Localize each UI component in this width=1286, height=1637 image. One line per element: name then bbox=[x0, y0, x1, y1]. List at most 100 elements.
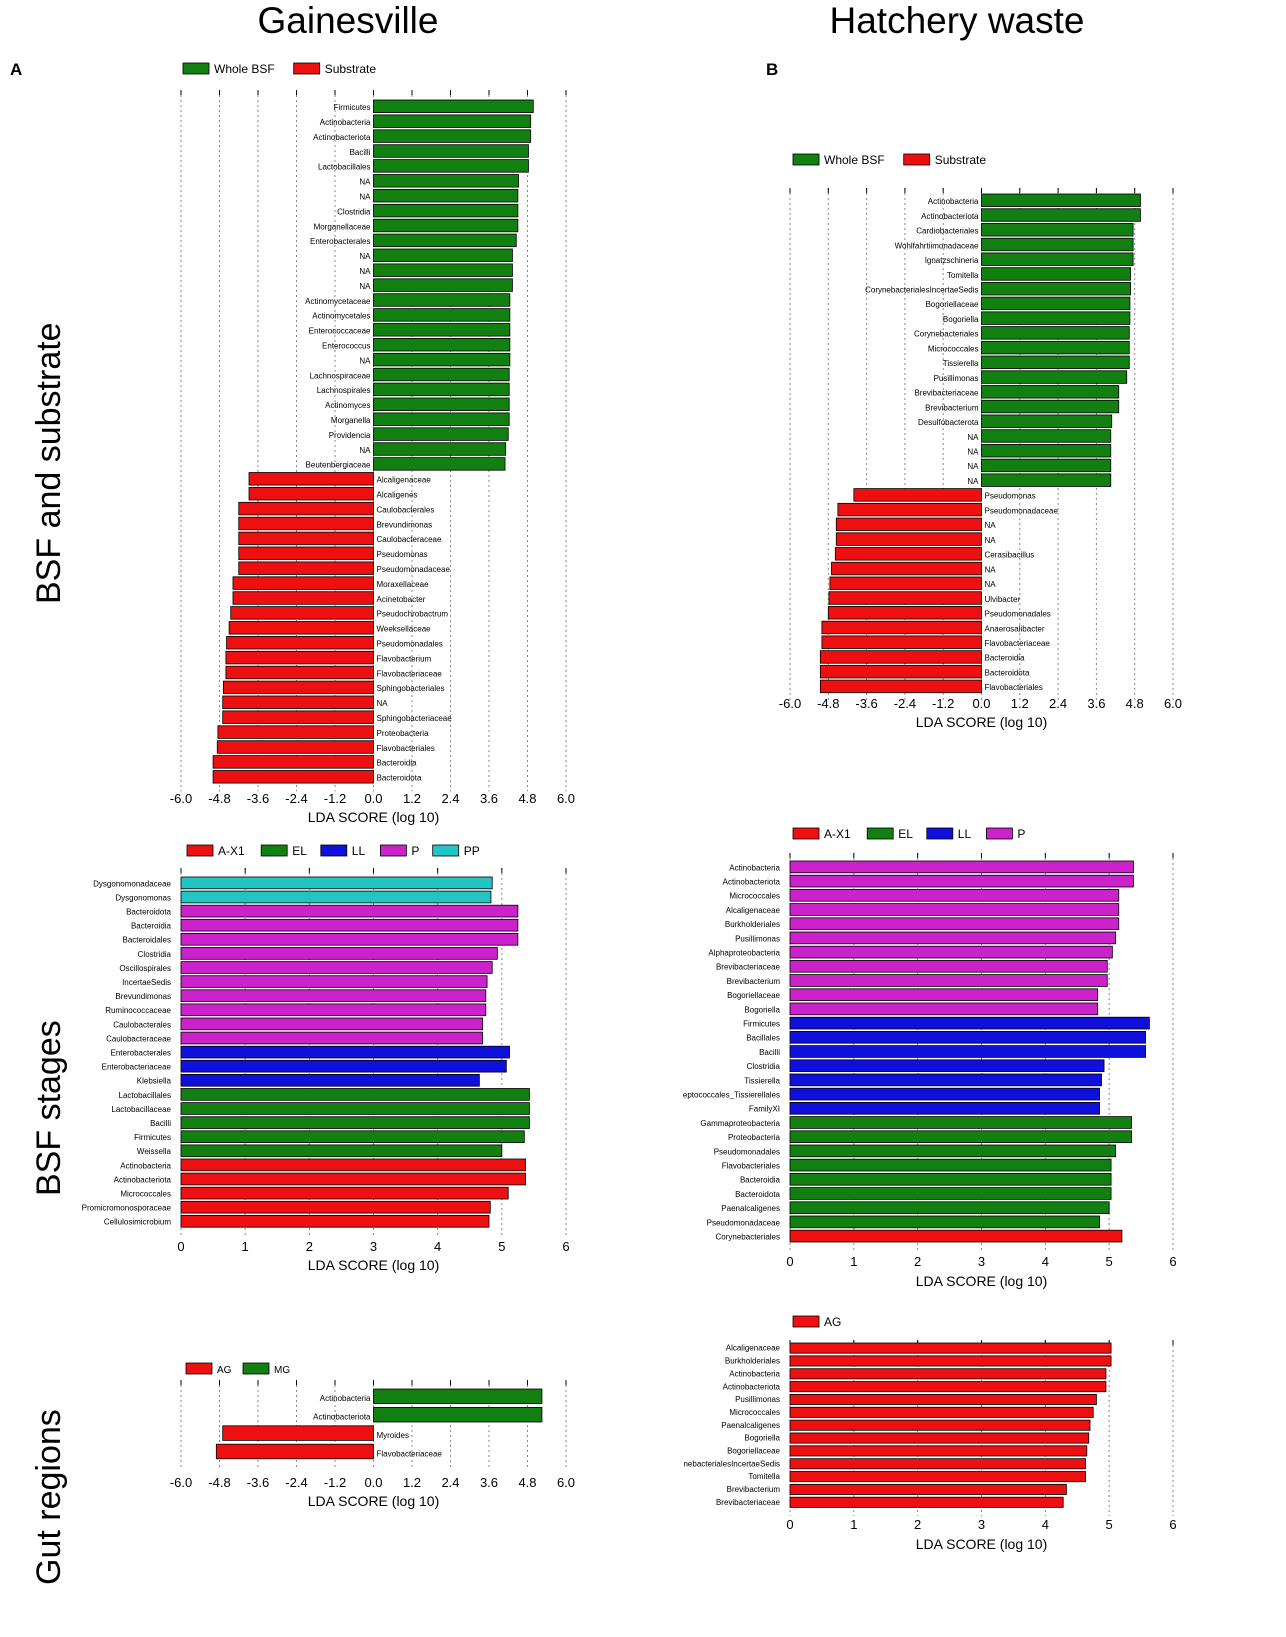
bar-label-pseudomonadaceae: Pseudomonadaceae bbox=[707, 1218, 781, 1227]
bar-actinobacteriota bbox=[180, 1172, 526, 1186]
bar-label-nebacterialesincertaesedis: nebacterialesIncertaeSedis bbox=[683, 1459, 780, 1468]
bar-label-micrococcales: Micrococcales bbox=[729, 1408, 780, 1417]
bar-label-actinobacteria: Actinobacteria bbox=[120, 1161, 171, 1170]
bar-firmicutes bbox=[789, 1016, 1150, 1030]
bar-label-dysgonomonadaceae: Dysgonomonadaceae bbox=[93, 879, 171, 888]
bar-brevundimonas bbox=[238, 516, 374, 531]
bar-morganella bbox=[373, 412, 510, 426]
bar-label-bacteroidota: Bacteroidota bbox=[985, 668, 1030, 677]
bar-label-bacteroidia: Bacteroidia bbox=[740, 1176, 781, 1185]
legend-swatch-el bbox=[866, 827, 894, 840]
legend-swatch-substrate bbox=[903, 153, 931, 166]
bar-bacteroidia bbox=[180, 918, 519, 932]
bar-pseudomonadales bbox=[226, 636, 374, 650]
bar-ruminococcaceae bbox=[180, 1003, 487, 1017]
legend-swatch-el bbox=[260, 844, 288, 857]
bar-lactobacillales bbox=[180, 1088, 530, 1101]
bar-label-bacillales: Bacillales bbox=[746, 1034, 780, 1043]
bar-label-na: NA bbox=[967, 477, 979, 486]
bar-bacteroidota bbox=[180, 904, 519, 918]
bar-label-bogoriellaceae: Bogoriellaceae bbox=[727, 991, 780, 1000]
bar-label-bacilli: Bacilli bbox=[150, 1119, 171, 1128]
bar-label-bogoriella: Bogoriella bbox=[744, 1434, 780, 1443]
bar-wohlfahrtiimonadaceae bbox=[981, 237, 1134, 252]
legend-label-pp: PP bbox=[464, 844, 480, 858]
bar-label-pseudomonadales: Pseudomonadales bbox=[985, 610, 1051, 619]
legend-label-ag: AG bbox=[824, 1315, 841, 1329]
bar-label-pseudomonadaceae: Pseudomonadaceae bbox=[377, 565, 451, 574]
bar-actinobacteria bbox=[789, 1368, 1107, 1380]
legend-label-el: EL bbox=[898, 827, 913, 841]
bar-tissierella bbox=[981, 355, 1130, 370]
tick-label: 6.0 bbox=[1164, 696, 1182, 711]
bar-label-caulobacterales: Caulobacterales bbox=[113, 1020, 171, 1029]
bar-label-pusillimonas: Pusillimonas bbox=[735, 1395, 780, 1404]
chart-bsf-stages-hatchery: Actinobacteria Actinobacteriota Micrococca… bbox=[683, 827, 1177, 1289]
tick-label: 1.2 bbox=[1011, 696, 1029, 711]
tick-label: -2.4 bbox=[285, 1475, 307, 1490]
bar-bogoriellaceae bbox=[981, 296, 1131, 311]
bar-label-actinomycetaceae: Actinomycetaceae bbox=[305, 297, 371, 306]
bar-label-tomitella: Tomitella bbox=[947, 271, 979, 280]
bar-weeksellaceae bbox=[228, 621, 374, 635]
bar-alcaligenaceae bbox=[789, 903, 1120, 916]
bar-dysgonomonadaceae bbox=[180, 876, 493, 890]
bar-sphingobacteriaceae bbox=[222, 710, 374, 724]
bar-corynebacteriales bbox=[981, 326, 1130, 340]
bar-brevundimonas bbox=[180, 989, 487, 1002]
bar-flavobacteriales bbox=[789, 1158, 1112, 1172]
bar-label-na: NA bbox=[359, 193, 371, 202]
bar-bacilli bbox=[180, 1116, 530, 1129]
bar-na bbox=[373, 174, 519, 188]
bar-label-caulobacteraceae: Caulobacteraceae bbox=[377, 535, 442, 544]
tick-label: 4.8 bbox=[518, 791, 536, 806]
bar-label-na: NA bbox=[985, 580, 997, 589]
tick-label: 0 bbox=[786, 1517, 793, 1532]
tick-label: 3.6 bbox=[480, 791, 498, 806]
legend-swatch-substrate bbox=[293, 62, 321, 75]
bar-enterobacteriaceae bbox=[180, 1059, 507, 1073]
tick-label: 0.0 bbox=[972, 696, 990, 711]
legend-swatch-ag bbox=[185, 1362, 213, 1375]
bar-familyxi bbox=[789, 1102, 1100, 1115]
legend-swatch-p bbox=[986, 827, 1013, 840]
legend-label-ag: AG bbox=[217, 1365, 232, 1376]
bar-label-morganellaceae: Morganellaceae bbox=[314, 222, 371, 231]
bar-label-na: NA bbox=[377, 699, 389, 708]
bar-ignatzschineria bbox=[981, 252, 1134, 266]
bar-actinobacteriota bbox=[789, 874, 1134, 888]
bar-myroides bbox=[222, 1425, 374, 1441]
bar-label-actinobacteriota: Actinobacteriota bbox=[313, 133, 371, 142]
bar-label-caulobacteraceae: Caulobacteraceae bbox=[106, 1034, 171, 1043]
bar-label-na: NA bbox=[985, 565, 997, 574]
tick-label: 3.6 bbox=[480, 1475, 498, 1490]
bar-label-lactobacillales: Lactobacillales bbox=[318, 163, 370, 172]
bar-label-bacilli: Bacilli bbox=[759, 1048, 780, 1057]
chart-bsf-substrate-hatchery: Actinobacteria Actinobacteriota Cardiobact… bbox=[779, 153, 1182, 730]
bar-cellulosimicrobium bbox=[180, 1215, 490, 1228]
bar-flavobacteriales bbox=[819, 679, 982, 694]
bar-caulobacterales bbox=[238, 501, 374, 516]
bar-label-clostridia: Clostridia bbox=[747, 1062, 781, 1071]
bar-proteobacteria bbox=[217, 725, 374, 739]
bar-bogoriellaceae bbox=[789, 988, 1099, 1001]
bar-label-na: NA bbox=[359, 178, 371, 187]
bar-label-clostridia: Clostridia bbox=[138, 950, 172, 959]
x-axis-title: LDA SCORE (log 10) bbox=[916, 714, 1048, 730]
bar-flavobacteriaceae bbox=[225, 665, 374, 680]
bar-label-brevibacteriaceae: Brevibacteriaceae bbox=[716, 963, 781, 972]
bar-label-alcaligenaceae: Alcaligenaceae bbox=[726, 906, 781, 915]
x-axis-title: LDA SCORE (log 10) bbox=[308, 1493, 440, 1509]
bar-label-brevundimonas: Brevundimonas bbox=[377, 520, 433, 529]
bar-actinobacteria bbox=[789, 860, 1134, 874]
tick-label: 4.8 bbox=[1126, 696, 1144, 711]
bar-label-cerasibacillus: Cerasibacillus bbox=[985, 551, 1035, 560]
bar-pusillimonas bbox=[789, 931, 1116, 945]
legend-swatch-ag bbox=[792, 1315, 820, 1328]
bar-label-pseudomonas: Pseudomonas bbox=[377, 550, 428, 559]
bar-label-lactobacillaceae: Lactobacillaceae bbox=[111, 1105, 171, 1114]
bar-oscillospirales bbox=[180, 961, 493, 974]
bar-tomitella bbox=[981, 267, 1131, 281]
bar-enterococcaceae bbox=[373, 323, 511, 337]
legend-label-ll: LL bbox=[352, 844, 366, 858]
